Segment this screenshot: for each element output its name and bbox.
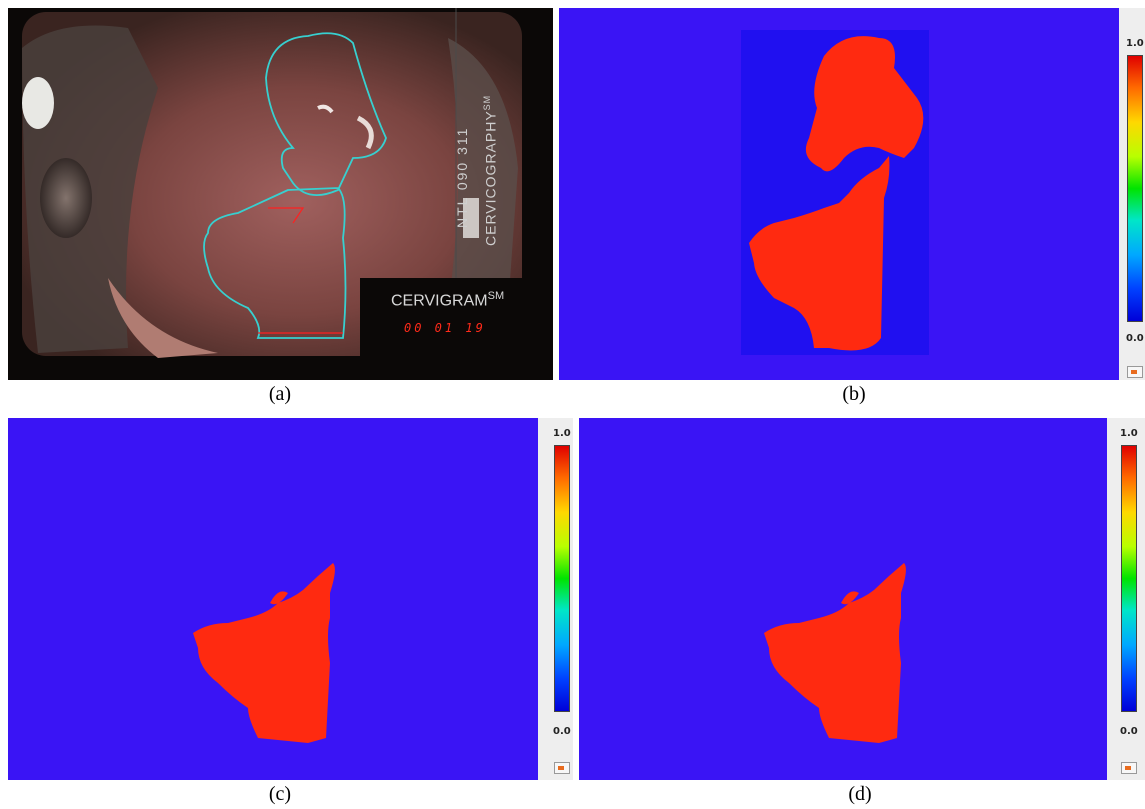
photo-brand-vertical-text: CERVICOGRAPHY	[482, 110, 499, 246]
caption-d: (d)	[848, 783, 872, 805]
panel-d-colorbar-button[interactable]	[1121, 762, 1137, 774]
panel-d-colorbar	[1121, 445, 1137, 712]
panel-a-photo: NTL 090 311 CERVICOGRAPHYSM CERVIGRAMSM …	[8, 8, 553, 380]
panel-b-map: 1.0 0.0	[559, 8, 1145, 380]
photo-brand-vertical-sup: SM	[482, 94, 492, 111]
panel-d-colorbar-min: 0.0	[1120, 726, 1138, 737]
photo-brand-vertical: CERVICOGRAPHYSM	[482, 95, 499, 246]
panel-d-map: 1.0 0.0	[579, 418, 1145, 780]
caption-a: (a)	[268, 383, 292, 405]
panel-b-colorbar-button[interactable]	[1127, 366, 1143, 378]
photo-brand-text: CERVIGRAM	[391, 292, 488, 310]
panel-d-lesion	[764, 563, 906, 743]
panel-b-colorbar	[1127, 55, 1143, 322]
caption-b: (b)	[842, 383, 866, 405]
panel-b-colorbar-max: 1.0	[1126, 38, 1144, 49]
panel-c-colorbar-button[interactable]	[554, 762, 570, 774]
panel-b-lesion	[749, 36, 924, 351]
panel-c-map: 1.0 0.0	[8, 418, 573, 780]
panel-b-colorbar-min: 0.0	[1126, 333, 1144, 344]
photo-id-text: NTL 090 311	[454, 126, 470, 228]
panel-c-colorbar-min: 0.0	[553, 726, 571, 737]
photo-brand-sup: SM	[487, 290, 505, 302]
panel-c-colorbar	[554, 445, 570, 712]
panel-d-colorbar-max: 1.0	[1120, 428, 1138, 439]
caption-c: (c)	[268, 783, 292, 805]
photo-brand: CERVIGRAMSM	[391, 290, 504, 310]
photo-date: 00 01 19	[404, 321, 486, 335]
panel-c-colorbar-max: 1.0	[553, 428, 571, 439]
panel-c-lesion	[193, 563, 335, 743]
cervix-photo-illustration	[22, 8, 553, 380]
